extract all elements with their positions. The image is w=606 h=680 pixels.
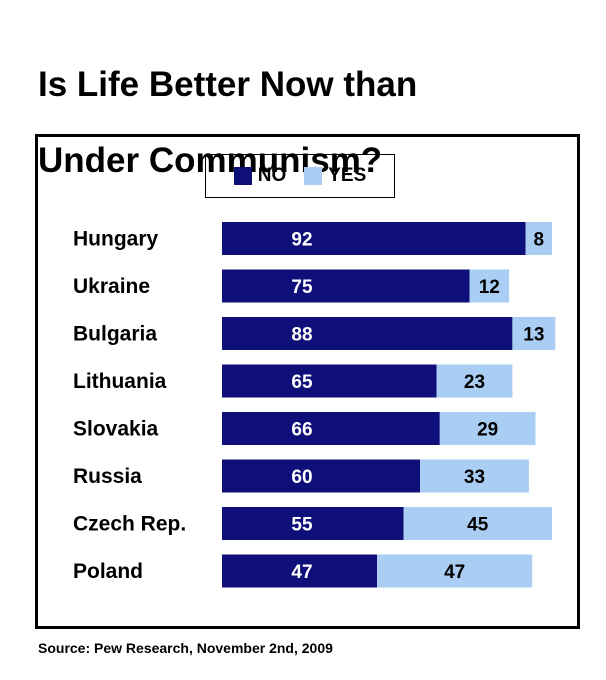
bar-no-bulgaria [222,317,513,350]
value-label-yes-czech-rep: 45 [467,515,489,536]
value-label-no-poland: 47 [291,562,312,583]
bar-yes-poland [377,554,533,588]
value-label-yes-poland: 47 [444,562,465,583]
source-note: Source: Pew Research, November 2nd, 2009 [38,640,333,656]
category-label-bulgaria: Bulgaria [73,323,157,346]
bar-yes-bulgaria [512,317,556,350]
chart-frame [35,134,580,629]
bar-yes-czech-rep [403,507,552,540]
bar-yes-hungary [525,222,552,255]
category-label-czech-rep: Czech Rep. [73,513,186,536]
bar-no-ukraine [222,269,470,303]
value-label-no-russia: 60 [291,467,312,488]
legend: NO YES [205,154,395,198]
bar-yes-slovakia [439,412,536,445]
value-label-no-slovakia: 66 [291,420,312,441]
bar-yes-russia [420,459,529,493]
legend-item-yes: YES [304,165,366,187]
page-title: Is Life Better Now than Under Communism? [38,28,417,218]
bar-yes-ukraine [469,269,510,303]
value-label-no-bulgaria: 88 [291,325,312,346]
legend-swatch-yes [304,167,323,185]
value-label-yes-ukraine: 12 [479,277,500,298]
value-label-no-lithuania: 65 [291,372,313,393]
legend-swatch-no [233,167,252,185]
value-label-yes-slovakia: 29 [477,420,498,441]
value-label-yes-russia: 33 [464,467,485,488]
bar-no-hungary [222,222,526,255]
value-label-yes-lithuania: 23 [464,372,485,393]
bar-no-russia [222,459,420,493]
category-label-lithuania: Lithuania [73,370,167,393]
bar-no-lithuania [222,364,437,398]
category-label-russia: Russia [73,465,142,488]
title-line-1: Is Life Better Now than [38,65,418,104]
value-label-no-ukraine: 75 [291,277,313,298]
legend-item-no: NO [233,165,287,187]
bar-no-poland [222,554,378,588]
category-label-hungary: Hungary [73,228,159,251]
value-label-no-hungary: 92 [291,230,312,251]
bar-yes-lithuania [436,364,513,398]
bar-no-czech-rep [222,507,404,540]
title-line-2: Under Communism? [38,141,383,180]
category-label-ukraine: Ukraine [73,275,150,298]
category-label-poland: Poland [73,560,143,583]
value-label-yes-bulgaria: 13 [523,325,544,346]
bar-no-slovakia [222,412,440,445]
legend-label-yes: YES [328,165,367,186]
category-label-slovakia: Slovakia [73,418,159,441]
value-label-no-czech-rep: 55 [291,515,313,536]
value-label-yes-hungary: 8 [534,230,545,251]
legend-label-no: NO [257,165,287,186]
